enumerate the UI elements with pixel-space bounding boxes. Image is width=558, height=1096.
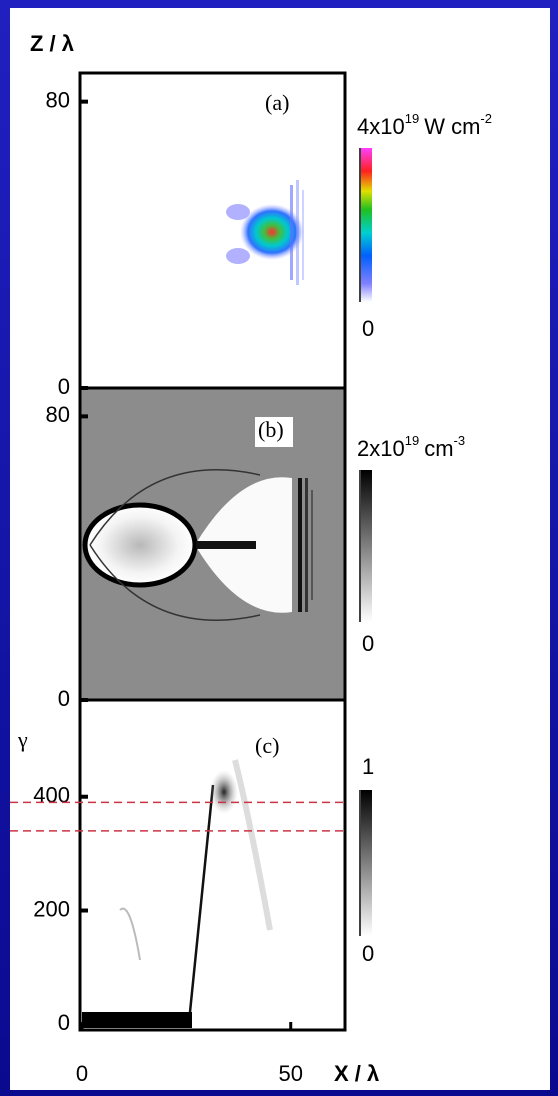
colorbar-label-unit-exponent: -2 — [480, 111, 492, 126]
colorbar-max-label: 1 — [362, 754, 374, 779]
colorbar-label-exponent: 19 — [405, 433, 419, 448]
colorbar-label: 2x1019 cm-3 — [357, 433, 465, 460]
x-tick-label: 0 — [76, 1061, 88, 1086]
colorbar — [361, 470, 372, 622]
colorbar-label-base: 4x10 — [357, 114, 405, 139]
colorbar-min-label: 0 — [362, 631, 374, 656]
y-tick-label: 0 — [58, 686, 70, 711]
y-tick-label: 80 — [46, 87, 70, 112]
colorbar-min-label: 0 — [362, 316, 374, 341]
panel-label-box — [255, 417, 293, 447]
x-axis-label: X / λ — [334, 1061, 379, 1086]
panel-a-image — [226, 180, 304, 285]
panel-b-image — [80, 388, 345, 700]
y-tick-label: 80 — [46, 402, 70, 427]
colorbar-label-base: 2x10 — [357, 436, 405, 461]
panel-c-image — [82, 759, 273, 1028]
y-tick-label: 0 — [58, 374, 70, 399]
colorbar — [361, 148, 372, 302]
colorbar-label-unit: cm — [424, 436, 453, 461]
colorbar-min-label: 0 — [362, 941, 374, 966]
panel-label: (c) — [255, 733, 279, 758]
y-tick-label: 200 — [33, 896, 70, 921]
colorbar-label-exponent: 19 — [405, 111, 419, 126]
colorbar-label: 4x1019 W cm-2 — [357, 111, 492, 138]
colorbar-label-unit: W cm — [424, 114, 480, 139]
y-axis-label: γ — [17, 727, 28, 752]
panel-label: (b) — [258, 417, 284, 442]
y-axis-label: Z / λ — [30, 31, 74, 56]
y-tick-label: 0 — [58, 1010, 70, 1035]
x-tick-label: 50 — [278, 1061, 302, 1086]
y-tick-label: 400 — [33, 783, 70, 808]
panel-label: (a) — [265, 90, 289, 115]
colorbar — [361, 790, 372, 936]
plot-frame — [78, 698, 347, 1032]
colorbar-label-unit-exponent: -3 — [454, 433, 466, 448]
